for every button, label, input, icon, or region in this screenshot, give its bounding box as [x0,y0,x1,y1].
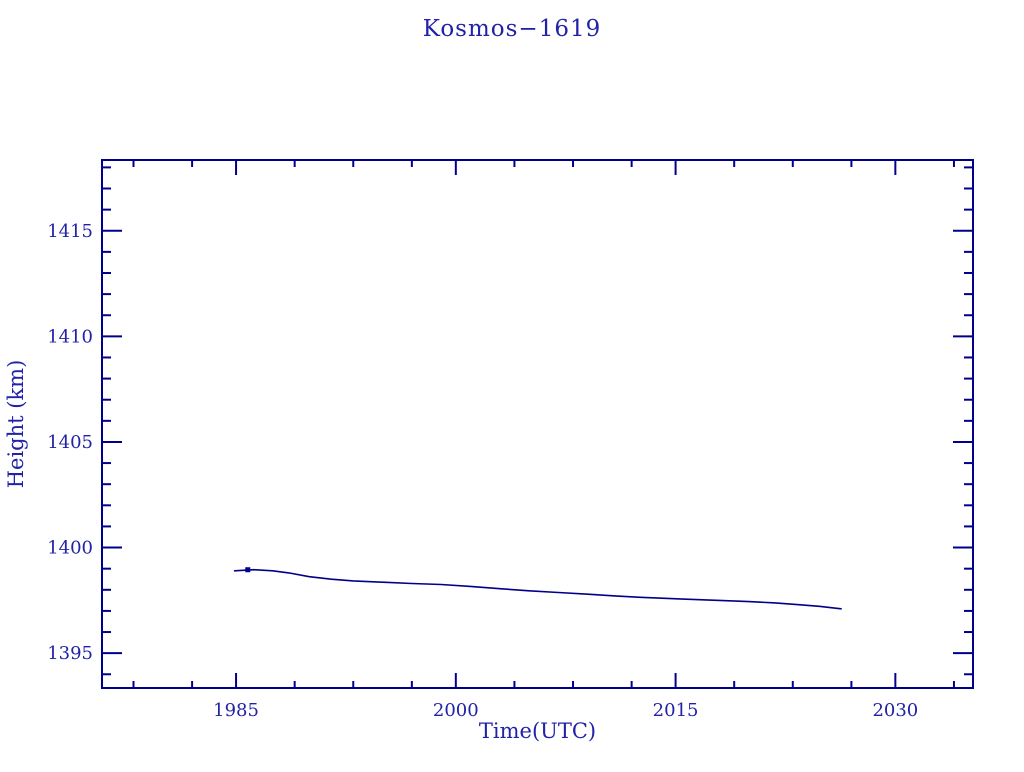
data-point-marker [245,567,251,573]
chart-title: Kosmos−1619 [422,16,602,42]
data-series-line [233,568,842,610]
y-tick-label: 1400 [47,538,93,559]
y-axis-title: Height (km) [4,359,28,489]
y-tick-label: 1395 [47,643,93,664]
x-axis-title: Time(UTC) [478,719,597,743]
x-tick-label: 1985 [213,700,259,721]
x-tick-label: 2030 [872,700,918,721]
plot-box [101,159,974,689]
y-tick-label: 1405 [47,432,93,453]
y-tick-label: 1415 [47,221,93,242]
x-tick-label: 2000 [433,700,479,721]
x-tick-label: 2015 [653,700,699,721]
y-tick-label: 1410 [47,326,93,347]
